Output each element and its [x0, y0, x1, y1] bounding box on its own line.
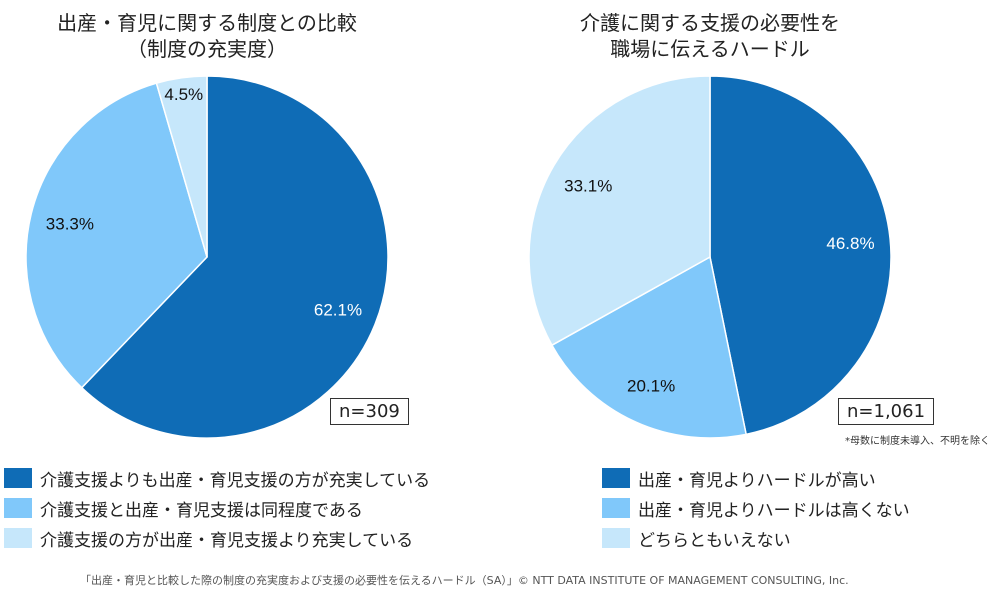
chart2-data-label-1: 46.8%	[826, 234, 874, 253]
chart2-legend: 出産・育児よりハードルが高い出産・育児よりハードルは高くない どちらともいえない	[602, 463, 910, 553]
chart1-slice-1	[80, 75, 389, 439]
chart2-note: *母数に制度未導入、不明を除く	[845, 436, 990, 447]
chart1-title-line1: 出産・育児に関する制度との比較	[57, 11, 357, 35]
chart2-slice-3	[528, 75, 711, 347]
legend-swatch	[602, 468, 630, 488]
legend-label: 出産・育児よりハードルが高い	[638, 470, 876, 491]
legend-label: 介護支援と出産・育児支援は同程度である	[40, 500, 363, 521]
legend-label: 介護支援よりも出産・育児支援の方が充実している	[40, 470, 431, 491]
legend-label: どちらともいえない	[638, 530, 791, 551]
chart1-n-label: n=309	[330, 398, 409, 425]
chart2-slice-1	[709, 75, 892, 436]
chart2-title: 介護に関する支援の必要性を 職場に伝えるハードル	[500, 10, 920, 62]
chart1-data-label-3: 4.5%	[164, 85, 203, 104]
chart2-title-line1: 介護に関する支援の必要性を	[580, 11, 840, 35]
chart1-legend-item: 介護支援よりも出産・育児支援の方が充実している	[4, 463, 430, 493]
chart2-legend-item: 出産・育児よりハードルが高い	[602, 463, 910, 493]
chart2-data-label-3: 33.1%	[564, 177, 612, 196]
legend-swatch	[4, 468, 32, 488]
chart1-title: 出産・育児に関する制度との比較 （制度の充実度）	[0, 10, 417, 62]
chart2-slice-2	[550, 255, 748, 439]
legend-swatch	[4, 528, 32, 548]
legend-label: 介護支援の方が出産・育児支援より充実している	[40, 530, 414, 551]
chart1-legend-item: 介護支援の方が出産・育児支援より充実している	[4, 523, 430, 553]
chart1-slice-2	[25, 82, 208, 389]
chart2-n-label: n=1,061	[838, 398, 935, 425]
chart1-legend: 介護支援よりも出産・育児支援の方が充実している 介護支援と出産・育児支援は同程度で…	[4, 463, 430, 553]
legend-label: 出産・育児よりハードルは高くない	[638, 500, 910, 521]
chart1-data-label-1: 62.1%	[314, 301, 362, 320]
footer-source: 「出産・育児と比較した際の制度の充実度および支援の必要性を伝えるハードル（SA）…	[80, 574, 849, 587]
chart2-legend-item: どちらともいえない	[602, 523, 910, 553]
chart2-legend-item: 出産・育児よりハードルは高くない	[602, 493, 910, 523]
chart1-legend-item: 介護支援と出産・育児支援は同程度である	[4, 493, 430, 523]
chart2-data-label-2: 20.1%	[627, 376, 675, 395]
chart1-data-label-2: 33.3%	[46, 214, 94, 233]
chart1-slice-3	[155, 75, 208, 258]
legend-swatch	[4, 498, 32, 518]
legend-swatch	[602, 498, 630, 518]
chart2-title-line2: 職場に伝えるハードル	[610, 37, 810, 61]
chart1-title-line2: （制度の充実度）	[127, 37, 287, 61]
legend-swatch	[602, 528, 630, 548]
